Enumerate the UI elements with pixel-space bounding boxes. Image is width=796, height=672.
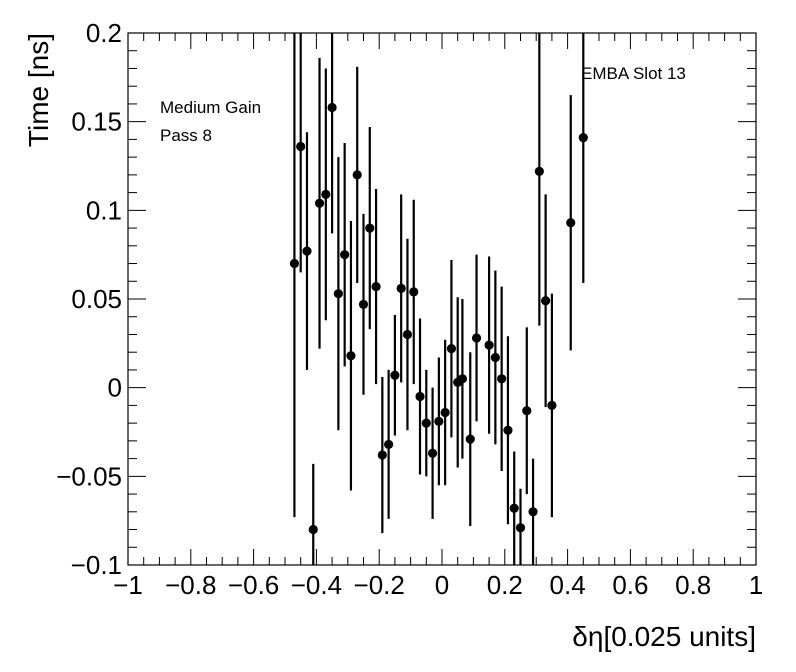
data-point [321,189,331,199]
data-point [427,448,438,458]
data-point [415,391,425,402]
data-point [371,281,381,292]
data-point [333,289,343,299]
data-point [340,250,350,260]
data-point [396,283,406,293]
data-point [509,503,519,513]
data-point [352,170,362,180]
y-tick-label: 0.2 [86,18,122,48]
data-points [289,33,588,565]
annotation-pass: Pass 8 [160,126,212,145]
x-tick-label: −0.4 [291,570,342,600]
data-point [384,439,394,450]
x-tick-label: 1 [749,570,763,600]
data-point [484,340,494,350]
data-point [358,299,369,309]
x-tick-labels: −1 −0.8 −0.6 −0.4 −0.2 0 0.2 0.4 0.6 0.8 1 [113,570,763,600]
data-point [440,407,450,418]
data-point [547,400,557,410]
data-point [446,344,457,354]
x-tick-label: 0 [435,570,449,600]
data-point [327,102,337,113]
data-point [365,223,375,233]
x-tick-label: 0.6 [612,570,648,600]
data-point [314,198,325,208]
data-point [289,258,300,269]
data-point [390,370,400,380]
x-axis-title: δη[0.025 units] [572,621,756,652]
y-tick-label: 0 [108,373,122,403]
data-point [308,524,318,535]
x-tick-label: −1 [113,570,143,600]
x-tick-label: −0.2 [354,570,405,600]
data-point [346,351,356,361]
x-tick-label: 0.8 [675,570,711,600]
y-tick-label: 0.05 [71,284,122,314]
data-point [528,507,538,517]
data-point [434,416,444,426]
data-point [541,296,551,306]
data-point [471,333,482,343]
data-point [465,434,475,444]
annotation-medium-gain: Medium Gain [160,98,261,117]
y-tick-label: 0.1 [86,195,122,225]
y-axis-title: Time [ns] [23,33,54,147]
x-tick-label: −0.6 [228,570,279,600]
data-point [296,141,306,152]
y-tick-label: −0.1 [71,550,122,580]
data-point [409,287,419,297]
data-point [457,374,468,384]
data-point [534,166,544,176]
y-tick-label: 0.15 [71,107,122,137]
x-tick-label: 0.4 [550,570,586,600]
data-point [522,406,532,416]
data-point [421,418,431,428]
data-point [497,374,507,384]
y-tick-label: −0.05 [56,461,122,491]
annotation-slot: EMBA Slot 13 [581,64,686,83]
data-point [503,425,513,435]
axis-ticks [127,32,757,566]
data-point [515,523,526,533]
data-point [566,218,576,228]
x-tick-label: −0.8 [165,570,216,600]
y-tick-labels: −0.1 −0.05 0 0.05 0.1 0.15 0.2 [56,18,122,580]
data-point [302,246,312,256]
data-point [490,352,500,363]
x-tick-label: 0.2 [487,570,523,600]
data-point [402,329,413,340]
data-point [578,133,588,143]
data-point [377,450,387,460]
